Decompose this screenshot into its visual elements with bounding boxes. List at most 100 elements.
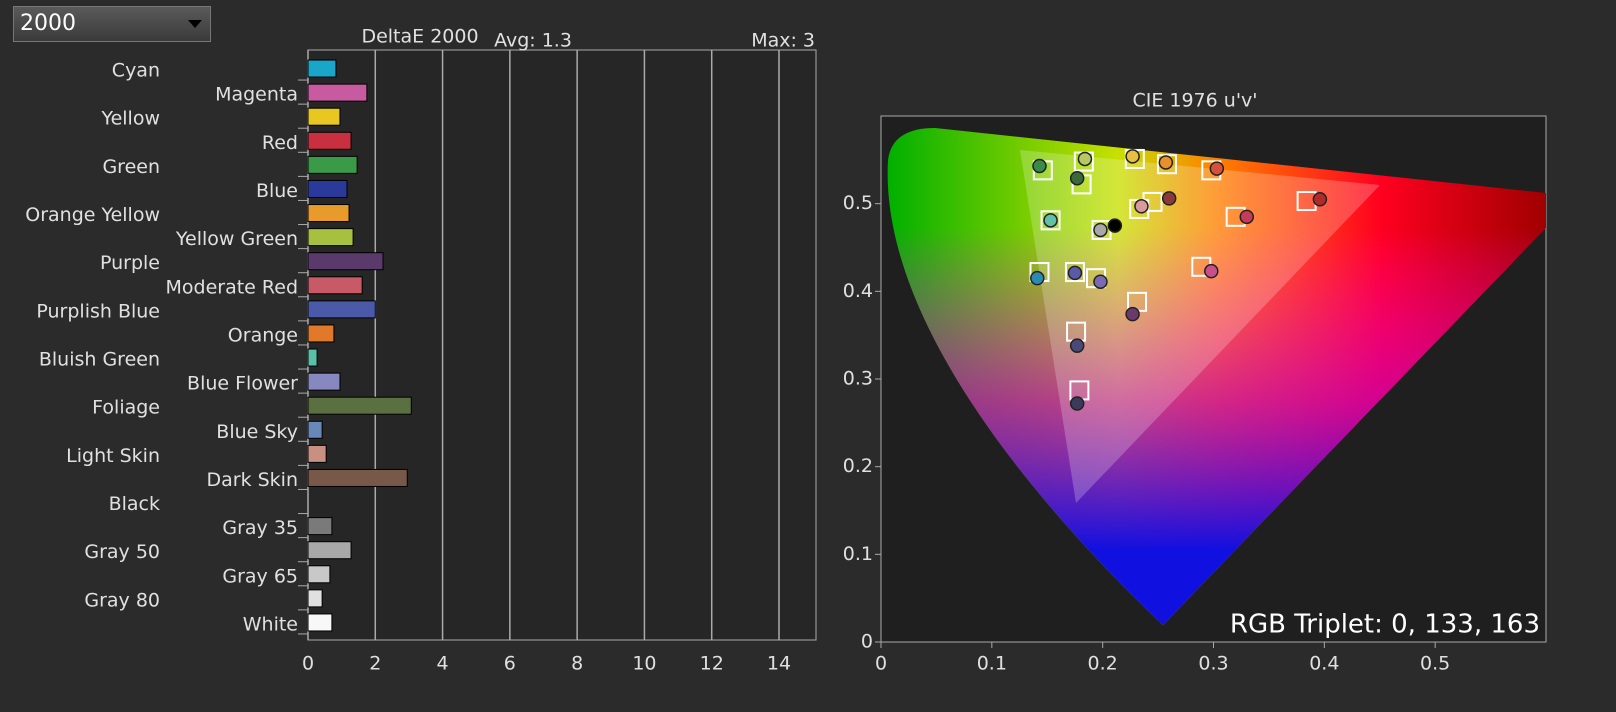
measured-marker [1204, 263, 1219, 279]
y-tick-label: Blue [256, 180, 298, 202]
bar [307, 468, 408, 487]
y-tick-label: 0.5 [843, 192, 873, 214]
average: Avg: 1.3 [494, 30, 572, 52]
x-tick-label: 8 [571, 653, 583, 675]
bar [307, 396, 412, 415]
target-marker [1064, 262, 1085, 283]
rgb-triplet: RGB Triplet: 0, 133, 163 [1230, 610, 1540, 640]
measured-marker [1125, 149, 1140, 164]
x-tick-label: 0.4 [1309, 653, 1339, 675]
y-tick-label: Orange [228, 324, 298, 346]
bar [307, 252, 384, 271]
x-tick-label: 0.3 [1198, 653, 1228, 675]
y-tick-label: Black [109, 493, 160, 515]
measured-marker [1077, 151, 1093, 167]
target-marker [1156, 154, 1177, 175]
y-tick-label: Green [102, 156, 160, 178]
maximum: Max: 3 [751, 30, 815, 52]
y-tick-label: Yellow [101, 108, 161, 130]
y-tick-label: Gray 65 [222, 565, 298, 587]
x-tick-label: 6 [504, 653, 516, 675]
y-tick-label: Gray 50 [84, 541, 160, 563]
bar [307, 589, 323, 608]
y-tick-label: Magenta [215, 84, 298, 106]
y-tick-label: Light Skin [66, 445, 160, 467]
bar [307, 517, 333, 536]
bar [307, 541, 352, 560]
y-tick-label: Bluish Green [39, 349, 160, 371]
bar [307, 420, 323, 439]
measured-marker [1030, 270, 1045, 286]
y-tick-label: Foliage [92, 397, 160, 419]
y-tick-label: Orange Yellow [25, 204, 160, 226]
y-tick-label: Gray 35 [222, 517, 298, 539]
measured-marker [1134, 199, 1149, 214]
bar [307, 179, 348, 198]
y-tick-label: 0.3 [843, 368, 873, 390]
bar [307, 372, 341, 391]
bar [307, 228, 354, 247]
measured-marker [1032, 158, 1047, 174]
x-tick-label: 2 [369, 653, 381, 675]
x-tick-label: 0 [875, 653, 887, 675]
measured-marker [1069, 338, 1085, 353]
bar [307, 131, 352, 150]
measured-marker [1067, 265, 1083, 281]
chart-title: DeltaE 2000 [361, 26, 478, 48]
measured-marker [1239, 209, 1254, 225]
delta-e-selector[interactable]: 2000 [13, 6, 211, 42]
measured-marker [1043, 213, 1058, 228]
y-tick-label: Moderate Red [166, 276, 299, 298]
spectral-locus-shade [887, 128, 1546, 625]
bar [307, 565, 331, 584]
y-tick-label: 0 [861, 631, 873, 653]
bar [307, 444, 327, 463]
x-tick-label: 0.5 [1420, 653, 1450, 675]
target-marker [1040, 210, 1061, 231]
x-tick-label: 0.1 [977, 653, 1007, 675]
y-tick-label: Cyan [112, 60, 160, 82]
y-tick-label: Purple [100, 252, 160, 274]
y-tick-label: Blue Sky [216, 421, 298, 443]
measured-marker [1107, 218, 1123, 233]
y-tick-label: 0.2 [843, 455, 873, 477]
x-tick-label: 10 [632, 653, 656, 675]
measured-marker [1312, 192, 1328, 207]
measured-marker [1125, 306, 1140, 322]
measured-marker [1161, 191, 1177, 206]
y-tick-label: Gray 80 [84, 589, 160, 611]
bar [307, 300, 376, 319]
measured-marker [1069, 170, 1085, 186]
bar [307, 59, 337, 78]
x-tick-label: 12 [700, 653, 724, 675]
measured-marker [1093, 222, 1108, 238]
bar [307, 276, 363, 295]
x-tick-label: 0.2 [1088, 653, 1118, 675]
bar [307, 613, 333, 632]
y-tick-label: Purplish Blue [36, 300, 160, 322]
y-tick-label: White [243, 613, 298, 635]
y-tick-label: Blue Flower [187, 373, 298, 395]
measured-marker [1069, 396, 1085, 411]
chart-title: CIE 1976 u'v' [1132, 90, 1257, 112]
bar [307, 107, 341, 126]
bar [307, 204, 350, 223]
y-tick-label: Yellow Green [175, 228, 298, 250]
bar [307, 155, 358, 174]
bar [307, 324, 335, 343]
bar [307, 348, 318, 367]
x-tick-label: 0 [302, 653, 314, 675]
gamut [887, 128, 1546, 625]
measured-marker [1209, 161, 1225, 176]
y-tick-label: 0.4 [843, 280, 873, 302]
x-tick-label: 4 [437, 653, 449, 675]
bar-plot-area [307, 49, 817, 641]
bar [307, 83, 368, 102]
y-tick-label: Red [262, 132, 298, 154]
measured-marker [1158, 155, 1174, 170]
y-tick-label: Dark Skin [206, 469, 298, 491]
y-tick-label: 0.1 [843, 543, 873, 565]
measured-marker [1093, 274, 1108, 289]
